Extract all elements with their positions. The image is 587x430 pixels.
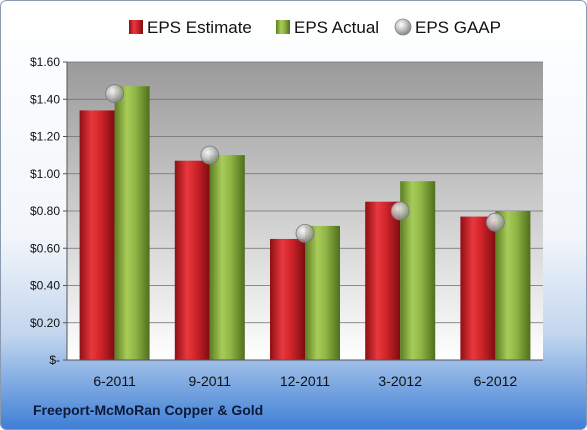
bar-eps-estimate xyxy=(79,110,115,360)
legend-swatch-eps-estimate xyxy=(129,20,143,34)
bar-eps-estimate xyxy=(365,201,401,360)
bar-eps-estimate xyxy=(270,238,305,360)
bar-eps-estimate xyxy=(460,216,496,360)
legend-swatch-eps-gaap xyxy=(394,18,412,36)
marker-eps-gaap xyxy=(295,223,315,243)
marker-eps-gaap xyxy=(200,145,220,165)
x-tick-label: 6-2012 xyxy=(474,373,518,389)
legend-swatch-eps-actual xyxy=(276,20,290,34)
legend-item-eps-estimate: EPS Estimate xyxy=(129,18,252,37)
x-tick-label: 9-2011 xyxy=(189,373,232,389)
y-axis-ticks: $- $0.20 $0.40 $0.60 $0.80 $1.00 $1.20 $1.40 $1.… xyxy=(30,55,67,367)
y-tick-label: $1.20 xyxy=(30,130,60,144)
x-tick-label: 6-2011 xyxy=(93,373,136,389)
bar-eps-actual xyxy=(305,225,340,360)
y-tick-label: $1.40 xyxy=(30,92,60,106)
y-tick-label: $0.80 xyxy=(30,204,60,218)
legend-item-eps-gaap: EPS GAAP xyxy=(394,18,501,37)
company-name: Freeport-McMoRan Copper & Gold xyxy=(33,402,263,418)
y-tick-label: $0.40 xyxy=(30,279,60,293)
y-tick-label: $0.20 xyxy=(30,316,60,330)
gaap-markers xyxy=(105,84,505,243)
legend-label-eps-estimate: EPS Estimate xyxy=(147,18,252,37)
x-tick-label: 12-2011 xyxy=(280,373,331,389)
y-tick-label: $0.60 xyxy=(30,241,60,255)
bar-eps-actual xyxy=(495,211,531,360)
marker-eps-gaap xyxy=(485,212,505,232)
legend-label-eps-gaap: EPS GAAP xyxy=(415,18,501,37)
legend-label-eps-actual: EPS Actual xyxy=(294,18,379,37)
y-tick-label: $1.00 xyxy=(30,167,60,181)
legend: EPS Estimate EPS Actual EPS GAAP xyxy=(129,18,501,37)
legend-item-eps-actual: EPS Actual xyxy=(276,18,379,37)
bar-eps-actual xyxy=(114,86,150,361)
y-tick-label: $1.60 xyxy=(30,55,60,69)
marker-eps-gaap xyxy=(105,84,124,104)
bar-eps-estimate xyxy=(174,160,210,360)
x-axis-labels: 6-2011 9-2011 12-2011 3-2012 6-2012 xyxy=(93,373,517,389)
x-tick-label: 3-2012 xyxy=(378,373,422,389)
bar-eps-actual xyxy=(209,155,245,360)
bars xyxy=(79,86,531,361)
y-tick-label: $- xyxy=(49,353,60,367)
marker-eps-gaap xyxy=(390,201,410,221)
